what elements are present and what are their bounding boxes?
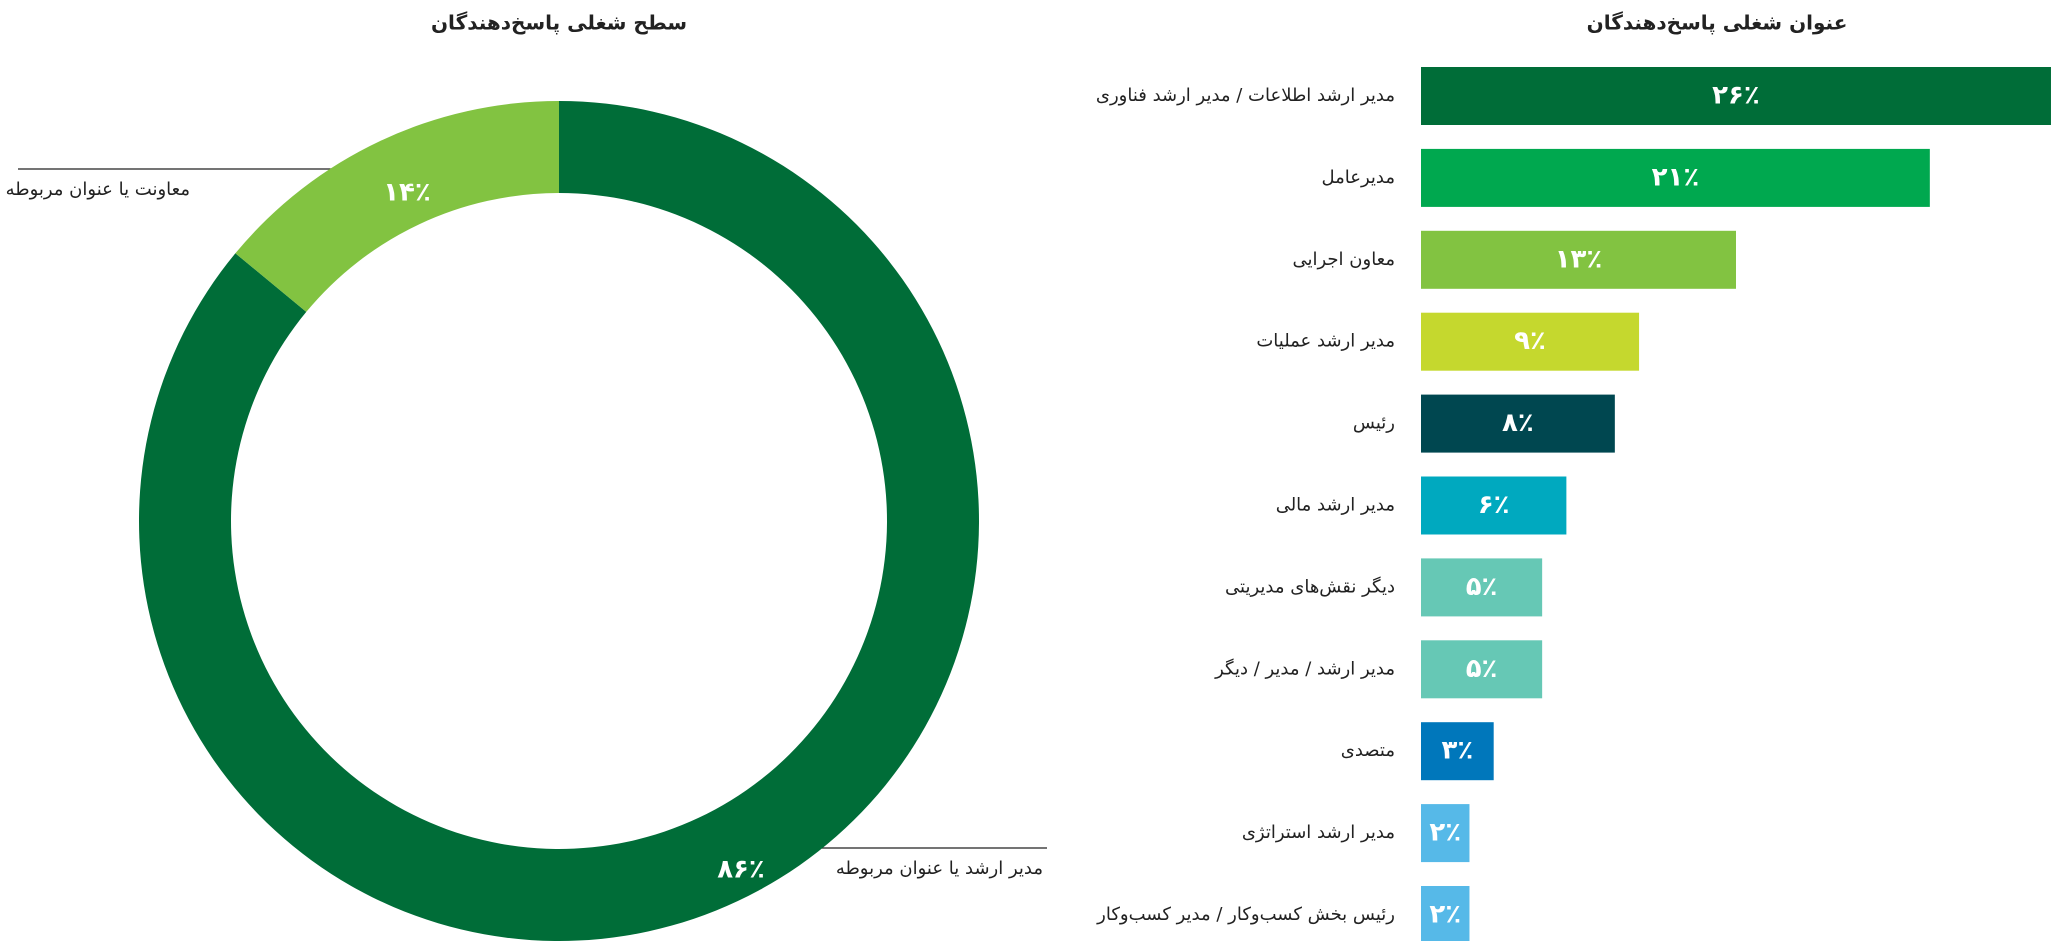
bar-value-label: ۵٪	[1466, 572, 1498, 602]
bar	[1421, 476, 1567, 535]
bar-category-label: مدیر ارشد عملیات	[1256, 331, 1395, 352]
bar-value-label: ۸٪	[1502, 408, 1534, 438]
bar-category-label: رئیس بخش کسب‌وکار / مدیر کسب‌وکار	[1096, 904, 1395, 925]
bar-category-label: مدیر ارشد / مدیر / دیگر	[1214, 657, 1395, 679]
bar-value-label: ۹٪	[1514, 326, 1546, 356]
bar-value-label: ۶٪	[1478, 490, 1510, 520]
bar	[1421, 67, 2051, 125]
bar	[1421, 148, 1930, 207]
slice-value-label: ۱۴٪	[383, 178, 431, 208]
bar	[1421, 312, 1640, 371]
donut-slice	[235, 100, 559, 312]
bar-category-label: مدیر ارشد مالی	[1276, 495, 1395, 516]
bar-category-label: رئیس	[1353, 413, 1395, 434]
bar-value-label: ۲۱٪	[1652, 162, 1700, 192]
donut-title: سطح شغلی پاسخ‌دهندگان	[431, 11, 687, 36]
bar-category-label: معاون اجرایی	[1292, 249, 1395, 270]
bar-value-label: ۲٪	[1429, 900, 1461, 930]
bar-title: عنوان شغلی پاسخ‌دهندگان	[1587, 11, 1848, 36]
slice-category-label: معاونت یا عنوان مربوطه	[6, 179, 190, 200]
bar-value-label: ۵٪	[1466, 654, 1498, 684]
bar	[1421, 804, 1470, 863]
bar	[1421, 558, 1543, 617]
bar-category-label: متصدی	[1341, 740, 1395, 761]
bar-value-label: ۳٪	[1441, 736, 1473, 766]
bar-category-label: دیگر نقش‌های مدیریتی	[1225, 575, 1395, 597]
slice-value-label: ۸۶٪	[717, 855, 765, 885]
bar	[1421, 640, 1543, 699]
bar	[1421, 886, 1470, 941]
bar-category-label: مدیر ارشد اطلاعات / مدیر ارشد فناوری	[1096, 85, 1395, 106]
slice-category-label: مدیر ارشد یا عنوان مربوطه	[836, 858, 1043, 879]
bar-value-label: ۲٪	[1429, 818, 1461, 848]
bar-value-label: ۲۶٪	[1712, 81, 1760, 111]
bar-value-label: ۱۳٪	[1555, 244, 1603, 274]
bar	[1421, 722, 1494, 781]
bar-category-label: مدیرعامل	[1321, 167, 1395, 188]
bar-category-label: مدیر ارشد استراتژی	[1242, 822, 1395, 843]
bar	[1421, 230, 1736, 289]
bar	[1421, 394, 1615, 453]
